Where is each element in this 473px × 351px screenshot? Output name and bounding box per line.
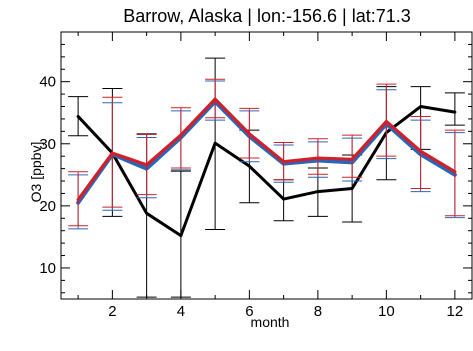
data-point: [248, 165, 250, 167]
data-point: [420, 105, 422, 108]
series-1: [68, 57, 465, 298]
data-point: [111, 152, 113, 154]
y-axis-label: O3 [ppbv]: [28, 142, 44, 203]
x-tick-label: 10: [378, 303, 395, 320]
data-point: [454, 171, 456, 173]
y-tick-label: 10: [39, 260, 56, 277]
x-tick-label: 4: [177, 303, 185, 320]
data-point: [77, 199, 79, 201]
data-point: [317, 157, 319, 159]
y-tick-label: 20: [39, 198, 56, 215]
data-point: [248, 133, 250, 135]
x-axis-label: month: [251, 314, 290, 330]
series-line: [76, 99, 457, 205]
data-point: [77, 115, 79, 118]
data-point: [146, 212, 148, 214]
data-point: [351, 158, 353, 160]
series-line: [76, 97, 457, 202]
y-tick-label: 40: [39, 74, 56, 91]
data-point: [420, 150, 422, 152]
data-point: [214, 142, 216, 144]
series-2: [68, 80, 465, 230]
data-point: [317, 190, 319, 193]
data-point: [283, 198, 285, 200]
data-point: [283, 161, 285, 163]
series-line: [76, 105, 457, 238]
data-point: [180, 235, 182, 237]
x-tick-label: 2: [108, 303, 116, 320]
data-point: [351, 187, 353, 190]
data-point: [385, 120, 387, 123]
data-point: [146, 164, 148, 166]
data-point: [454, 111, 456, 113]
x-tick-label: 12: [447, 303, 464, 320]
y-tick-label: 30: [39, 136, 56, 153]
series-3: [68, 78, 465, 227]
chart-title: Barrow, Alaska | lon:-156.6 | lat:71.3: [123, 6, 411, 26]
x-tick-label: 8: [314, 303, 322, 320]
data-point: [214, 98, 216, 100]
data-point: [180, 134, 182, 136]
plot-frame: [60, 31, 473, 300]
axes-layer: 2 4 6 8 10 12 10 20 30 40: [39, 31, 473, 320]
series-layer: [68, 57, 465, 298]
x-tick-label: 6: [245, 303, 253, 320]
